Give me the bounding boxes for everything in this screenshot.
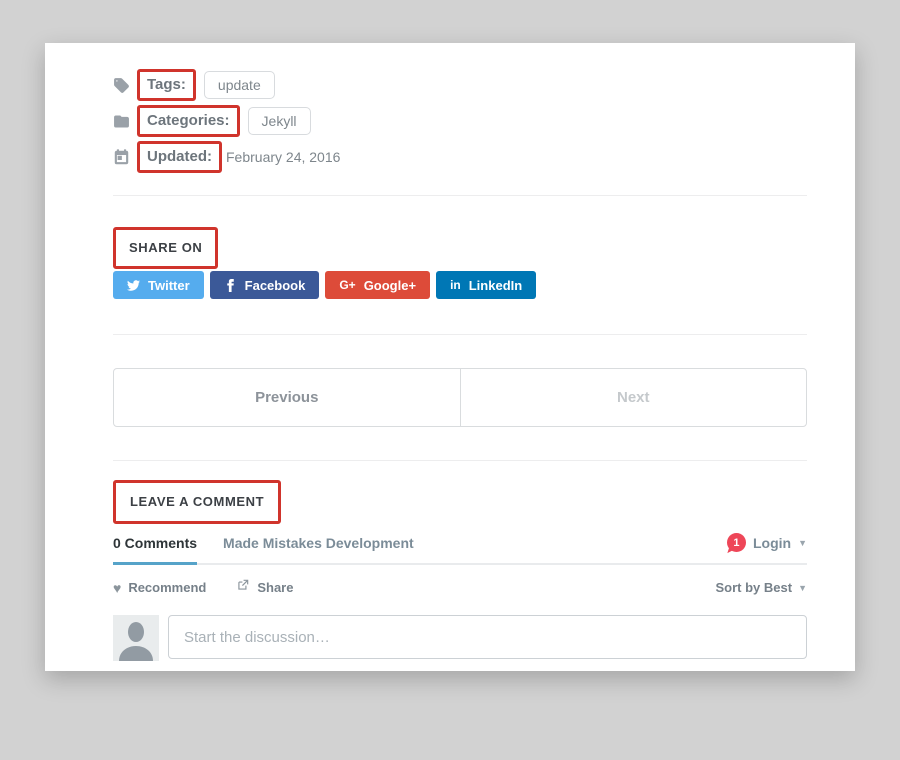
share-heading: SHARE ON (129, 240, 203, 255)
tags-label-annotation: Tags: (137, 69, 196, 101)
updated-label: Updated: (147, 148, 212, 165)
login-label: Login (752, 534, 792, 551)
share-icon (236, 578, 250, 597)
facebook-icon (226, 278, 234, 292)
sort-menu[interactable]: Sort by Best ▼ (716, 580, 808, 595)
categories-label-annotation: Categories: (137, 105, 240, 137)
comments-heading-annotation: LEAVE A COMMENT (113, 480, 282, 524)
share-twitter-label: Twitter (148, 277, 190, 293)
login-menu[interactable]: 1 Login ▼ (726, 533, 807, 563)
linkedin-icon: in (450, 278, 461, 292)
category-pill-jekyll[interactable]: Jekyll (247, 107, 311, 135)
tab-forum-name[interactable]: Made Mistakes Development (223, 535, 414, 551)
share-twitter-button[interactable]: Twitter (113, 271, 204, 299)
sort-label: Sort by Best (715, 580, 793, 595)
share-googleplus-button[interactable]: G+ Google+ (325, 271, 431, 299)
updated-date: February 24, 2016 (226, 149, 341, 165)
categories-row: Categories: Jekyll (113, 105, 807, 137)
comments-heading: LEAVE A COMMENT (130, 494, 265, 509)
tags-label: Tags: (147, 76, 186, 93)
post-meta: Tags: update Categories: Jekyll Updated: (113, 69, 807, 173)
disqus-share-label: Share (257, 580, 294, 595)
tag-pill-update[interactable]: update (203, 71, 275, 99)
chevron-down-icon: ▼ (798, 537, 807, 548)
share-facebook-button[interactable]: Facebook (209, 271, 320, 299)
share-facebook-label: Facebook (244, 277, 306, 293)
comment-composer (113, 615, 807, 661)
updated-label-annotation: Updated: (137, 141, 222, 173)
comments-section: LEAVE A COMMENT 0 Comments Made Mistakes… (113, 480, 807, 661)
tags-row: Tags: update (113, 69, 807, 101)
share-section: SHARE ON Twitter Facebook G+ Google+ in … (113, 227, 807, 299)
updated-row: Updated: February 24, 2016 (113, 141, 807, 173)
recommend-label: Recommend (128, 580, 207, 595)
disqus-tabs-bar: 0 Comments Made Mistakes Development 1 L… (113, 533, 807, 565)
recommend-button[interactable]: ♥ Recommend (113, 578, 206, 597)
share-googleplus-label: Google+ (363, 277, 417, 293)
disqus-actions-bar: ♥ Recommend Share Sort by Best ▼ (113, 578, 807, 597)
chevron-down-icon: ▼ (798, 582, 807, 593)
share-linkedin-label: LinkedIn (468, 277, 523, 293)
login-count-badge: 1 (726, 533, 746, 552)
next-post-button[interactable]: Next (459, 369, 807, 426)
tab-comments-count[interactable]: 0 Comments (113, 535, 198, 565)
categories-label: Categories: (147, 112, 230, 129)
google-plus-icon: G+ (339, 278, 356, 292)
heart-icon: ♥ (113, 579, 122, 596)
tag-icon (113, 77, 130, 94)
previous-post-button[interactable]: Previous (255, 389, 319, 406)
divider (113, 460, 807, 461)
post-footer-card: Tags: update Categories: Jekyll Updated: (45, 43, 855, 671)
divider (113, 334, 807, 335)
disqus-share-button[interactable]: Share (236, 578, 293, 597)
twitter-icon (127, 279, 140, 291)
post-pagination: Previous Next (113, 368, 807, 427)
divider (113, 195, 807, 196)
folder-icon (113, 113, 130, 130)
share-linkedin-button[interactable]: in LinkedIn (436, 271, 537, 299)
disqus-actions-left: ♥ Recommend Share (113, 578, 293, 597)
comment-input[interactable] (168, 615, 807, 659)
calendar-icon (113, 148, 130, 166)
avatar (113, 615, 159, 661)
disqus-tabs: 0 Comments Made Mistakes Development (113, 535, 414, 565)
share-buttons: Twitter Facebook G+ Google+ in LinkedIn (113, 271, 807, 299)
share-heading-annotation: SHARE ON (113, 227, 219, 269)
